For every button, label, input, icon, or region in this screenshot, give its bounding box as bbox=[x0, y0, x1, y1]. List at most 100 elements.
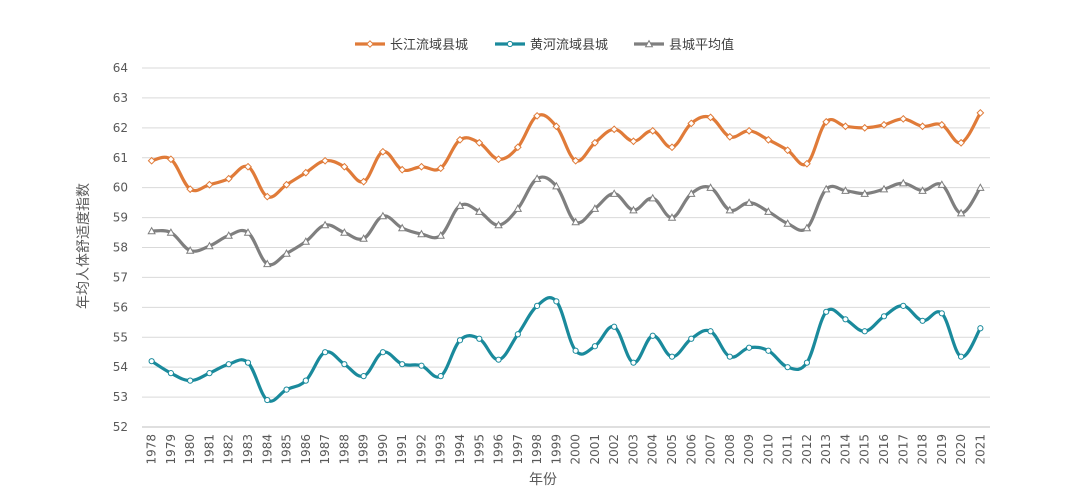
data-point bbox=[301, 237, 311, 245]
data-point bbox=[841, 122, 850, 131]
data-point bbox=[803, 359, 811, 366]
x-tick-label: 2000 bbox=[569, 434, 583, 465]
series-1 bbox=[147, 108, 985, 201]
data-point bbox=[957, 138, 965, 147]
data-point bbox=[553, 298, 560, 305]
legend-marker bbox=[366, 40, 374, 48]
data-point bbox=[667, 213, 677, 221]
data-point bbox=[745, 344, 753, 351]
y-tick-label: 63 bbox=[113, 91, 128, 105]
data-point bbox=[629, 137, 638, 146]
data-point bbox=[205, 241, 214, 250]
data-point bbox=[977, 325, 984, 332]
x-tick-label: 2008 bbox=[723, 434, 737, 465]
x-tick-label: 1992 bbox=[414, 434, 428, 465]
x-tick-label: 1997 bbox=[511, 434, 525, 465]
x-tick-label: 1991 bbox=[395, 434, 409, 465]
series-line bbox=[150, 175, 982, 267]
data-point bbox=[397, 223, 407, 232]
data-point bbox=[841, 186, 850, 194]
data-point bbox=[552, 181, 561, 190]
data-point bbox=[764, 207, 773, 215]
x-tick-label: 2006 bbox=[684, 434, 698, 465]
legend-label: 县城平均值 bbox=[669, 37, 734, 53]
data-point bbox=[263, 259, 272, 268]
data-point bbox=[283, 386, 290, 393]
x-tick-label: 1993 bbox=[434, 434, 448, 465]
data-point bbox=[937, 120, 946, 129]
data-point bbox=[244, 359, 252, 366]
x-tick-label: 1999 bbox=[549, 434, 563, 465]
data-point bbox=[956, 208, 966, 217]
data-point bbox=[513, 204, 523, 212]
x-tick-label: 1985 bbox=[280, 434, 294, 465]
data-point bbox=[976, 183, 985, 191]
data-point bbox=[147, 156, 156, 165]
x-tick-label: 1998 bbox=[530, 434, 544, 465]
legend-label: 黄河流域县城 bbox=[530, 38, 608, 53]
data-point bbox=[822, 117, 831, 126]
y-axis-ticks: 52 53 54 55 56 57 58 59 60 61 62 63 64 bbox=[113, 61, 128, 434]
data-point bbox=[900, 302, 907, 309]
y-tick-label: 53 bbox=[113, 390, 128, 404]
data-point bbox=[514, 331, 521, 338]
data-point bbox=[321, 156, 329, 165]
data-point bbox=[860, 123, 869, 132]
x-tick-label: 2019 bbox=[935, 434, 949, 465]
data-point bbox=[725, 132, 734, 141]
data-point bbox=[591, 343, 599, 350]
x-tick-label: 2003 bbox=[626, 434, 640, 465]
data-point bbox=[341, 361, 348, 368]
data-point bbox=[726, 353, 733, 360]
data-point bbox=[244, 162, 252, 171]
data-point bbox=[861, 328, 868, 335]
y-tick-label: 62 bbox=[113, 121, 128, 135]
data-point bbox=[417, 229, 426, 238]
x-tick-label: 2016 bbox=[877, 434, 891, 465]
x-tick-label: 2004 bbox=[646, 434, 660, 465]
data-point bbox=[398, 165, 407, 174]
data-point bbox=[475, 207, 484, 215]
x-tick-label: 2013 bbox=[819, 434, 833, 465]
data-point bbox=[784, 364, 791, 371]
y-tick-label: 61 bbox=[113, 151, 128, 165]
x-tick-label: 1990 bbox=[376, 434, 390, 465]
x-tick-label: 1988 bbox=[337, 434, 351, 465]
data-point bbox=[359, 234, 368, 242]
data-point bbox=[821, 184, 831, 193]
x-tick-label: 1979 bbox=[164, 434, 178, 465]
data-point bbox=[533, 302, 541, 309]
data-point bbox=[571, 156, 580, 165]
x-tick-label: 2020 bbox=[954, 434, 968, 465]
data-point bbox=[166, 228, 176, 236]
x-tick-label: 2014 bbox=[838, 434, 852, 465]
data-point bbox=[745, 126, 753, 135]
data-point bbox=[437, 373, 444, 380]
data-point bbox=[186, 185, 195, 194]
series-3 bbox=[147, 174, 985, 268]
data-point bbox=[148, 358, 155, 365]
data-point bbox=[957, 353, 965, 360]
x-tick-label: 1996 bbox=[492, 434, 506, 465]
data-point bbox=[456, 135, 464, 144]
data-point bbox=[880, 313, 888, 320]
data-point bbox=[610, 125, 619, 134]
data-point bbox=[494, 155, 503, 164]
data-point bbox=[668, 143, 676, 152]
data-point bbox=[187, 377, 194, 384]
data-point bbox=[629, 205, 638, 214]
x-axis-title: 年份 bbox=[529, 472, 557, 488]
data-point bbox=[880, 120, 888, 129]
data-point bbox=[225, 361, 232, 368]
x-tick-label: 2021 bbox=[973, 434, 987, 465]
y-tick-label: 59 bbox=[113, 211, 128, 225]
legend-label: 长江流域县城 bbox=[390, 38, 468, 53]
gridlines bbox=[142, 67, 990, 428]
data-point bbox=[688, 335, 695, 342]
data-point bbox=[707, 328, 714, 335]
data-point bbox=[823, 308, 830, 315]
data-point bbox=[263, 192, 272, 201]
data-point bbox=[301, 168, 310, 177]
data-point bbox=[436, 231, 445, 239]
data-point bbox=[418, 362, 425, 369]
